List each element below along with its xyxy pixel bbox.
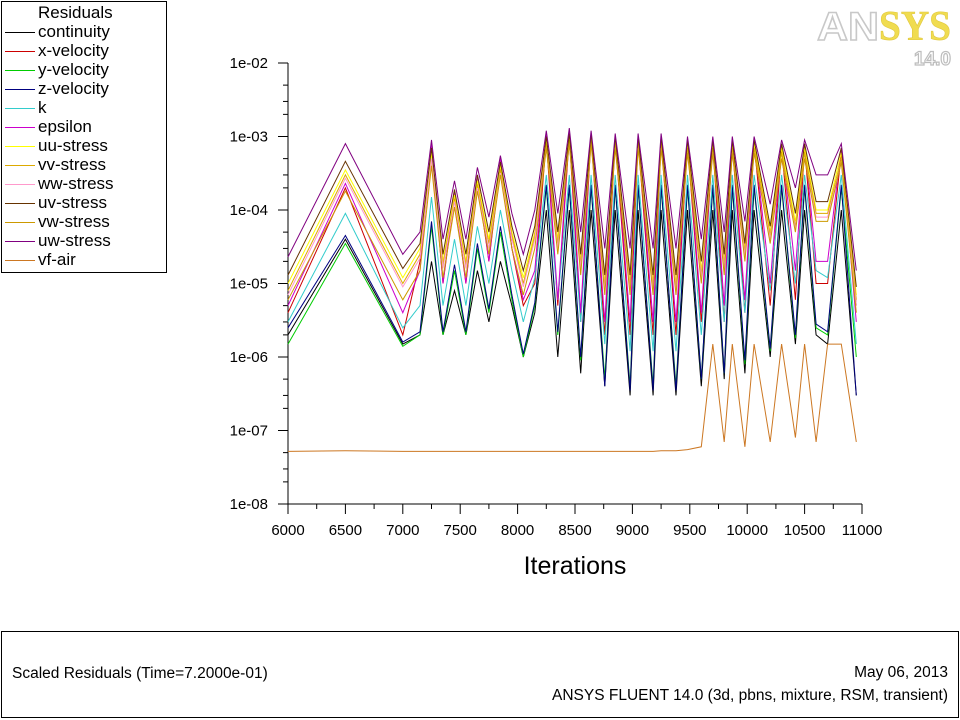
logo-brand-left: AN xyxy=(817,5,879,49)
legend-label: k xyxy=(38,98,47,117)
y-tick-label: 1e-05 xyxy=(230,276,268,293)
legend-label: z-velocity xyxy=(38,79,109,98)
y-tick-label: 1e-02 xyxy=(230,55,268,72)
series-line-vv-stress xyxy=(287,139,857,300)
x-tick-label: 10000 xyxy=(726,522,768,539)
legend-label: uv-stress xyxy=(38,193,107,212)
x-tick-label: 6500 xyxy=(329,522,362,539)
series-line-z-velocity xyxy=(287,184,857,396)
legend-label: y-velocity xyxy=(38,60,109,79)
y-tick-label: 1e-06 xyxy=(230,349,268,366)
legend-label: ww-stress xyxy=(38,174,114,193)
legend-title-row: Residuals xyxy=(2,3,166,22)
x-tick-label: 6000 xyxy=(271,522,304,539)
x-tick-label: 8000 xyxy=(501,522,534,539)
legend-swatch xyxy=(5,165,35,166)
legend-item-uw-stress: uw-stress xyxy=(2,231,166,250)
legend-swatch xyxy=(5,51,35,52)
legend-swatch xyxy=(5,222,35,223)
legend-item-y-velocity: y-velocity xyxy=(2,60,166,79)
y-tick-label: 1e-07 xyxy=(230,423,268,440)
plot-area xyxy=(287,128,857,452)
legend-label: continuity xyxy=(38,22,110,41)
legend-swatch xyxy=(5,260,35,261)
legend-item-continuity: continuity xyxy=(2,22,166,41)
x-tick-label: 8500 xyxy=(558,522,591,539)
legend-swatch xyxy=(5,146,35,147)
y-tick-label: 1e-03 xyxy=(230,129,268,146)
plot-title: Scaled Residuals (Time=7.2000e-01) xyxy=(12,665,268,682)
series-line-k xyxy=(287,174,857,352)
legend: Residuals continuity x-velocity y-velocity… xyxy=(1,1,167,273)
legend-title: Residuals xyxy=(38,3,113,22)
x-tick-label: 9500 xyxy=(673,522,706,539)
x-tick-label: 7000 xyxy=(386,522,419,539)
x-axis-title: Iterations xyxy=(524,552,627,580)
legend-item-k: k xyxy=(2,98,166,117)
x-tick-label: 9000 xyxy=(616,522,649,539)
legend-swatch xyxy=(5,127,35,128)
legend-swatch xyxy=(5,89,35,90)
legend-swatch xyxy=(5,32,35,33)
legend-item-vf-air: vf-air xyxy=(2,250,166,269)
ansys-logo: AN SYS 14.0 xyxy=(816,4,951,71)
residuals-chart: 1e-08 1e-07 1e-06 1e-05 1e-04 1e-03 1e-02 6000 6… xyxy=(230,55,883,580)
legend-item-uu-stress: uu-stress xyxy=(2,136,166,155)
legend-label: epsilon xyxy=(38,117,92,136)
series-line-continuity xyxy=(287,209,857,396)
legend-item-z-velocity: z-velocity xyxy=(2,79,166,98)
x-tick-label: 10500 xyxy=(784,522,826,539)
legend-label: uu-stress xyxy=(38,136,108,155)
legend-label: x-velocity xyxy=(38,41,109,60)
x-tick-label: 7500 xyxy=(444,522,477,539)
footer-panel: Scaled Residuals (Time=7.2000e-01) May 0… xyxy=(1,631,959,718)
legend-label: uw-stress xyxy=(38,231,111,250)
legend-label: vf-air xyxy=(38,250,76,269)
legend-item-vv-stress: vv-stress xyxy=(2,155,166,174)
legend-item-ww-stress: ww-stress xyxy=(2,174,166,193)
plot-date: May 06, 2013 xyxy=(854,664,948,681)
legend-item-x-velocity: x-velocity xyxy=(2,41,166,60)
legend-swatch xyxy=(5,203,35,204)
y-tick-label: 1e-04 xyxy=(230,202,268,219)
legend-item-vw-stress: vw-stress xyxy=(2,212,166,231)
y-tick-label: 1e-08 xyxy=(230,496,268,513)
logo-version: 14.0 xyxy=(914,49,951,70)
legend-label: vv-stress xyxy=(38,155,106,174)
legend-item-uv-stress: uv-stress xyxy=(2,193,166,212)
legend-swatch xyxy=(5,241,35,242)
legend-swatch xyxy=(5,70,35,71)
axes: 1e-08 1e-07 1e-06 1e-05 1e-04 1e-03 1e-02 6000 6… xyxy=(230,55,883,539)
legend-item-epsilon: epsilon xyxy=(2,117,166,136)
legend-swatch xyxy=(5,184,35,185)
logo-brand-right: SYS xyxy=(879,4,951,50)
series-line-vf-air xyxy=(287,343,857,452)
legend-label: vw-stress xyxy=(38,212,110,231)
series-line-vw-stress xyxy=(287,143,857,313)
solver-info: ANSYS FLUENT 14.0 (3d, pbns, mixture, RS… xyxy=(552,687,948,704)
x-tick-label: 11000 xyxy=(842,522,883,539)
legend-swatch xyxy=(5,108,35,109)
series-line-uw-stress xyxy=(287,128,857,271)
